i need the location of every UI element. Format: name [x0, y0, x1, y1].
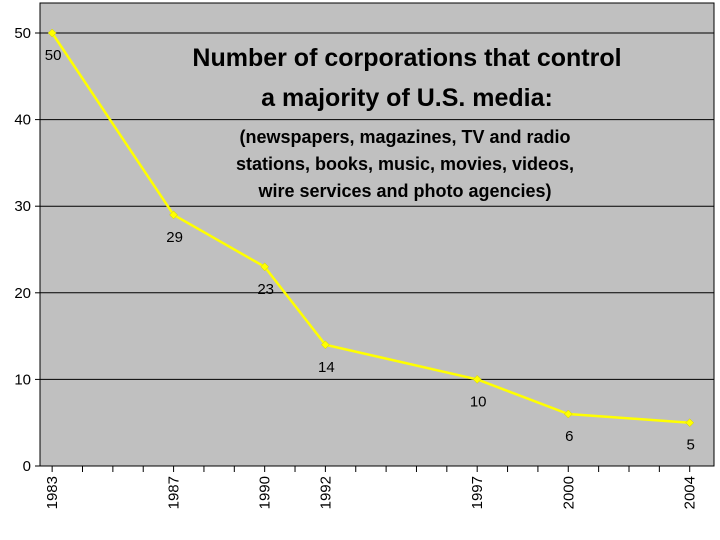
y-tick-label: 0 [23, 458, 31, 475]
data-point [472, 375, 482, 384]
x-tick-label: 2000 [560, 476, 577, 509]
y-tick-label: 20 [14, 285, 31, 302]
data-point [169, 210, 178, 220]
data-point [685, 418, 695, 428]
x-tick-label: 1983 [44, 476, 61, 509]
x-axis-ticks: 1983 1987 1990 1992 1997 2000 2004 [44, 466, 699, 509]
data-point [260, 262, 270, 272]
chart-title-line-1: Number of corporations that control [192, 44, 621, 72]
y-tick-label: 30 [14, 198, 31, 215]
data-label: 14 [318, 359, 335, 376]
chart-subtitle-line-3: wire services and photo agencies) [257, 181, 551, 201]
gridlines [40, 32, 714, 380]
y-tick-label: 10 [14, 371, 31, 388]
data-label: 5 [687, 437, 695, 454]
x-tick-label: 1992 [317, 476, 334, 509]
data-points [47, 28, 695, 428]
chart-subtitle-line-1: (newspapers, magazines, TV and radio [239, 127, 570, 147]
chart-title-line-2: a majority of U.S. media: [261, 84, 553, 112]
x-tick-label: 1987 [166, 476, 183, 509]
data-point [563, 409, 573, 419]
data-labels: 50 29 23 14 10 6 5 [45, 47, 695, 454]
data-point [321, 340, 330, 350]
y-tick-label: 40 [14, 112, 31, 129]
x-tick-label: 1997 [469, 476, 486, 509]
chart-subtitle-line-2: stations, books, music, movies, videos, [236, 154, 574, 174]
y-axis-ticks: 0 10 20 30 40 50 [14, 25, 40, 475]
data-label: 10 [470, 393, 487, 410]
y-tick-label: 50 [14, 25, 31, 42]
data-label: 50 [45, 47, 62, 64]
data-label: 6 [565, 428, 573, 445]
x-tick-label: 2004 [682, 476, 699, 509]
plot-area [39, 2, 715, 467]
data-label: 23 [257, 281, 274, 298]
x-tick-label: 1990 [257, 476, 274, 509]
data-label: 29 [166, 229, 183, 246]
data-point [47, 28, 57, 38]
